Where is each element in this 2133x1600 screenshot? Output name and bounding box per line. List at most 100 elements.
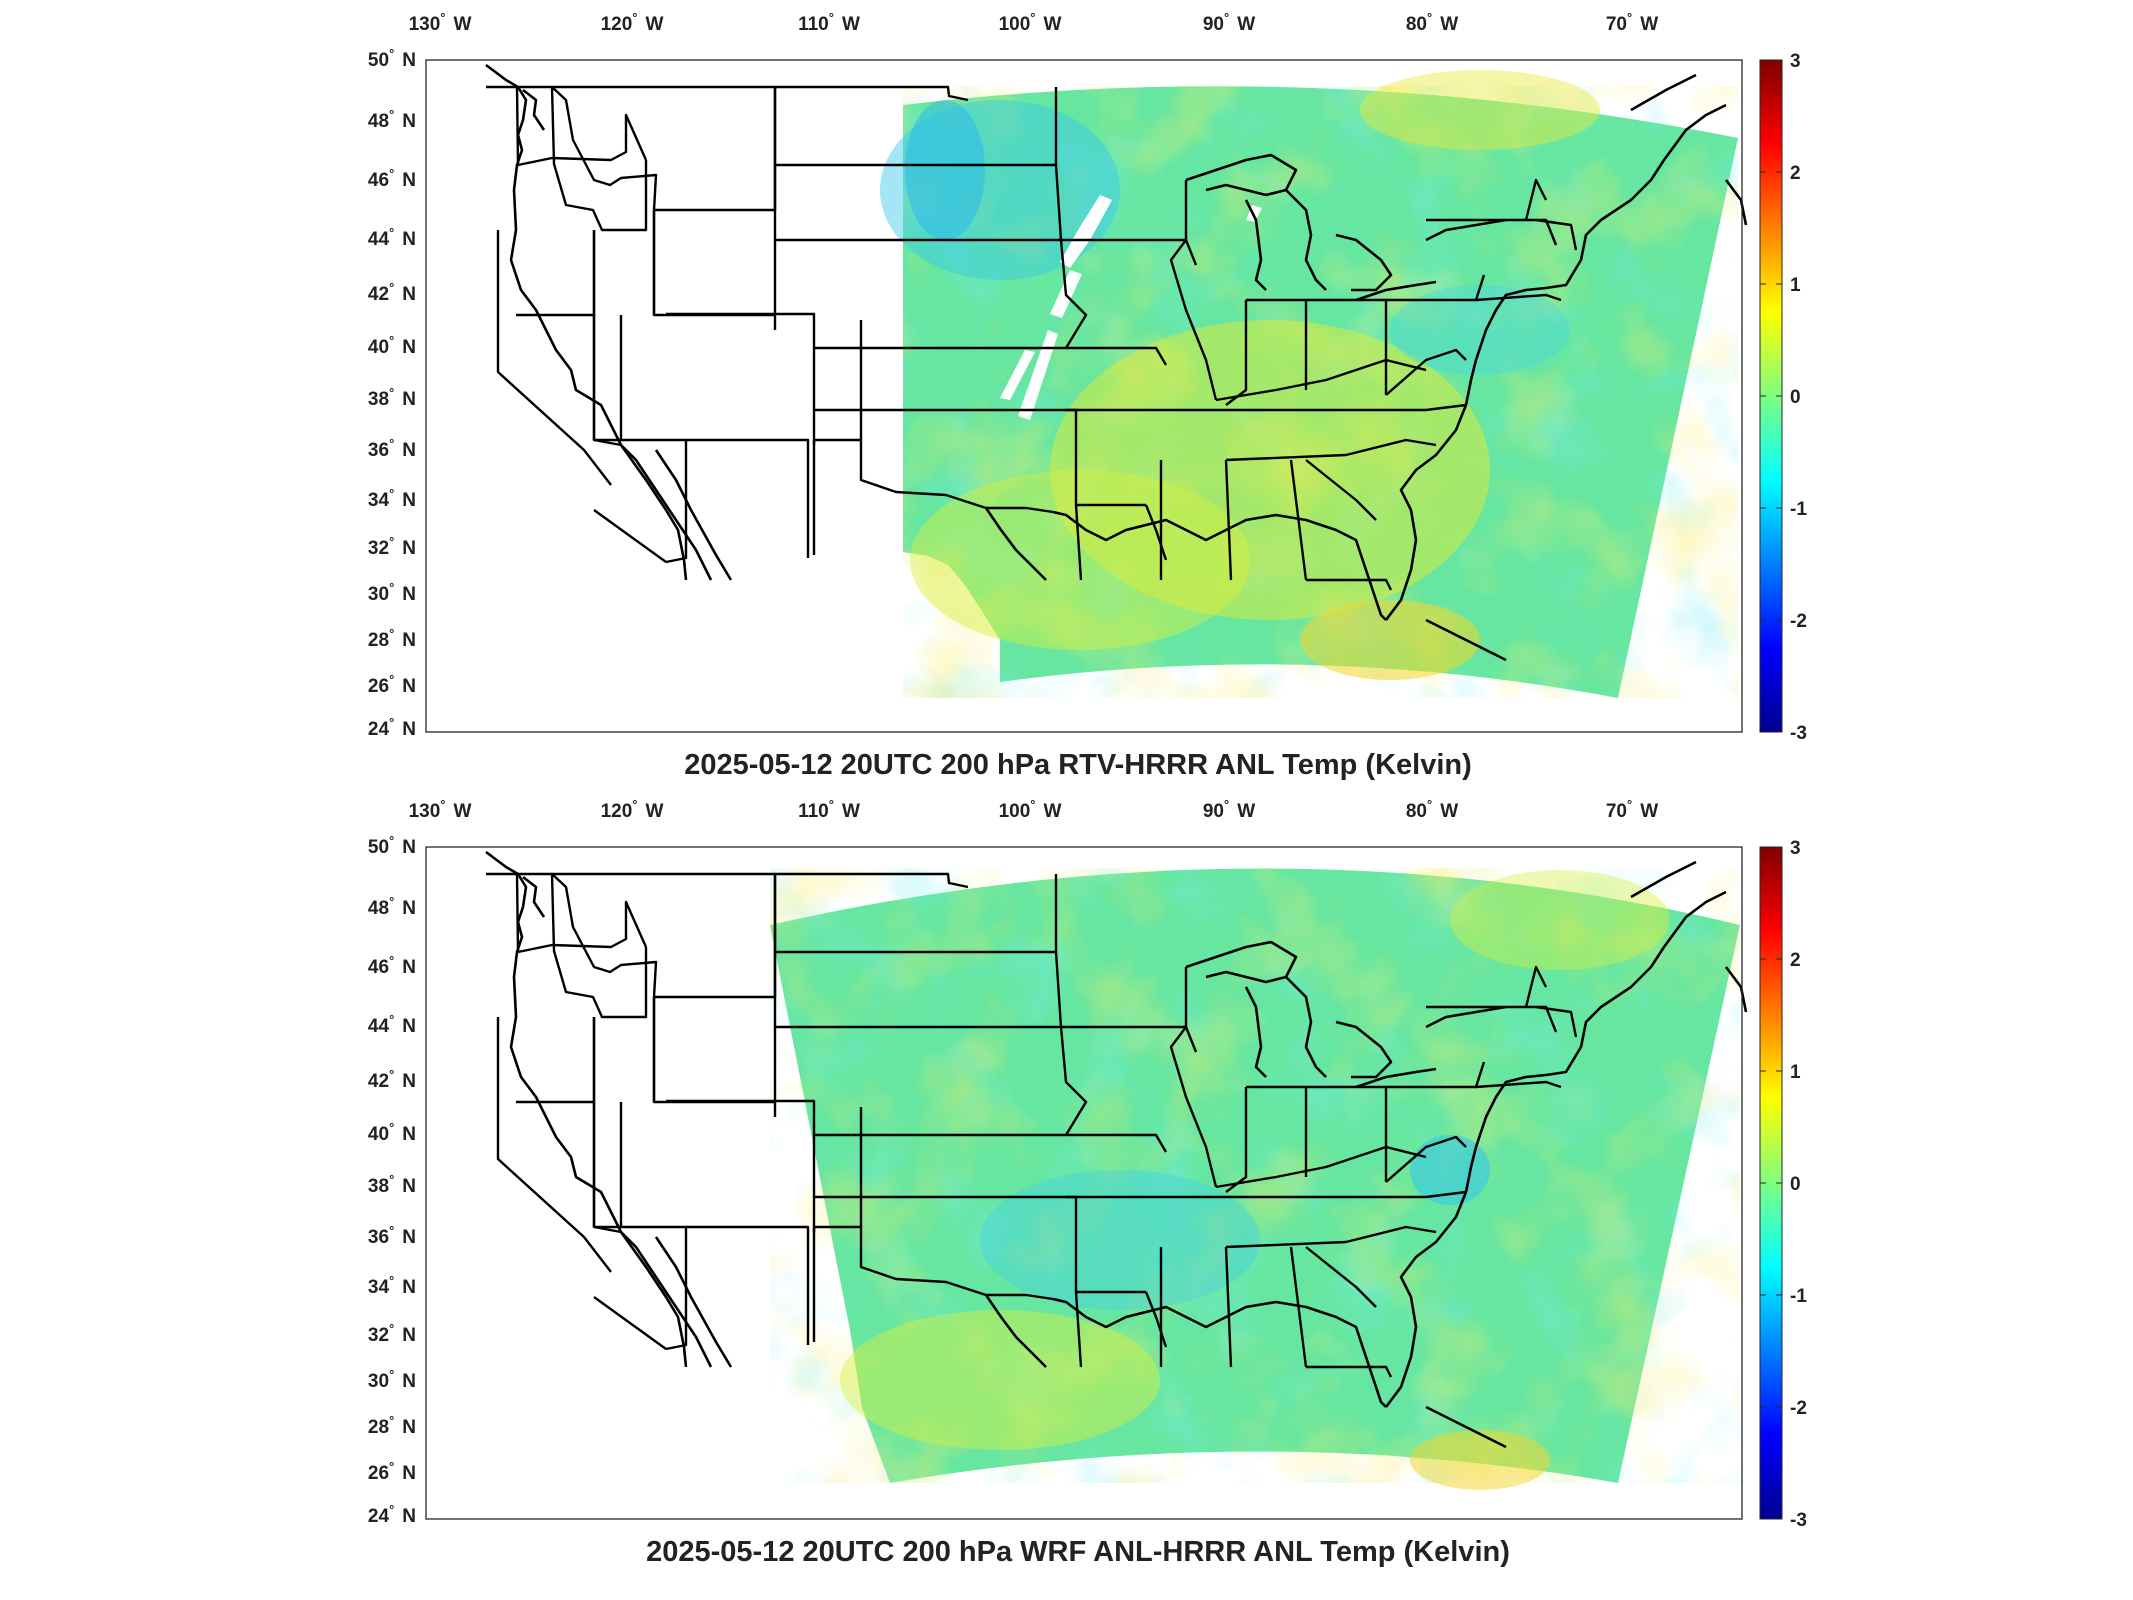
state-border (516, 230, 596, 317)
latitude-hemisphere: N (402, 1506, 416, 1527)
latitude-hemisphere: N (402, 170, 416, 191)
latitude-degree: 48 (368, 898, 389, 919)
map-frame (425, 59, 1743, 733)
state-border (666, 1099, 816, 1232)
degree-symbol: ° (829, 10, 834, 25)
latitude-hemisphere: N (402, 1124, 416, 1145)
state-border (1306, 1365, 1393, 1378)
coastline (522, 88, 546, 131)
degree-symbol: ° (389, 1012, 394, 1027)
latitude-hemisphere: N (402, 111, 416, 132)
state-border (486, 872, 969, 889)
latitude-degree: 40 (368, 1124, 389, 1145)
latitude-label: 44° N (368, 1012, 416, 1037)
coastline (1285, 976, 1327, 1078)
longitude-degree: 120 (601, 14, 633, 35)
latitude-hemisphere: N (402, 1371, 416, 1392)
warm-zone-northeast (1450, 870, 1670, 970)
latitude-hemisphere: N (402, 1417, 416, 1438)
coastline (1630, 73, 1697, 112)
latitude-degree: 26 (368, 1463, 389, 1484)
state-border (652, 997, 775, 1104)
longitude-label: 110° W (798, 797, 860, 822)
longitude-label: 130° W (409, 797, 472, 822)
coastline (1244, 986, 1267, 1078)
degree-symbol: ° (1627, 797, 1632, 812)
latitude-degree: 42 (368, 1071, 389, 1092)
latitude-hemisphere: N (402, 490, 416, 511)
state-border (592, 1102, 622, 1234)
longitude-label: 120° W (601, 797, 664, 822)
latitude-hemisphere: N (402, 1016, 416, 1037)
coastline (620, 444, 713, 581)
latitude-degree: 32 (368, 538, 389, 559)
longitude-hemisphere: W (1440, 14, 1458, 35)
degree-symbol: ° (389, 1367, 394, 1382)
degree-symbol: ° (1030, 10, 1035, 25)
coastline (1052, 510, 1387, 621)
state-border (1144, 504, 1168, 561)
latitude-labels: 50° N48° N46° N44° N42° N40° N38° N36° N34° N32° N… (368, 833, 416, 1527)
state-border (594, 1225, 810, 1345)
state-border (1535, 1005, 1578, 1038)
coastline (1335, 1020, 1393, 1079)
cold-zone-virginia (1410, 1135, 1490, 1205)
coastline (1355, 1067, 1437, 1089)
map-frame (425, 846, 1743, 1520)
degree-symbol: ° (389, 1413, 394, 1428)
warm-zone-florida (1300, 600, 1480, 680)
degree-symbol: ° (389, 1223, 394, 1238)
latitude-degree: 46 (368, 957, 389, 978)
state-border (1225, 300, 1248, 406)
state-border (1345, 1225, 1437, 1244)
coastline (1355, 280, 1437, 302)
latitude-degree: 32 (368, 1325, 389, 1346)
latitude-degree: 24 (368, 1506, 390, 1527)
latitude-degree: 38 (368, 1176, 389, 1197)
latitude-hemisphere: N (402, 1227, 416, 1248)
latitude-hemisphere: N (402, 440, 416, 461)
degree-symbol: ° (389, 1273, 394, 1288)
map-panel-rtv-hrrr: 130° W 120° W 110° W 100° W 90° W 80° W 70° W 50° N48°… (368, 10, 1807, 781)
degree-symbol: ° (389, 1172, 394, 1187)
warm-zone-florida (1410, 1430, 1550, 1490)
state-border (1206, 403, 1467, 412)
degree-symbol: ° (389, 626, 394, 641)
longitude-hemisphere: W (1440, 801, 1458, 822)
state-border (1144, 1291, 1168, 1348)
latitude-hemisphere: N (402, 50, 416, 71)
state-border (1305, 1246, 1377, 1308)
state-border (486, 85, 969, 102)
state-boundaries (486, 872, 1578, 1378)
degree-symbol: ° (389, 953, 394, 968)
latitude-label: 30° N (368, 580, 416, 605)
colorbar-tick-label: 1 (1790, 275, 1801, 296)
coastline (1384, 159, 1666, 621)
latitude-label: 24° N (368, 1502, 416, 1527)
state-border (1215, 1145, 1427, 1189)
longitude-degree: 70 (1606, 14, 1627, 35)
colorbar-tick-label: 3 (1790, 51, 1801, 72)
longitude-hemisphere: W (645, 14, 663, 35)
colorbar-tick-label: 0 (1790, 1174, 1801, 1195)
state-border (1524, 178, 1548, 221)
latitude-label: 38° N (368, 385, 416, 410)
degree-symbol: ° (632, 10, 637, 25)
latitude-degree: 38 (368, 389, 389, 410)
longitude-label: 90° W (1203, 797, 1255, 822)
state-border (1426, 218, 1558, 246)
latitude-degree: 34 (368, 490, 390, 511)
latitude-degree: 50 (368, 837, 389, 858)
latitude-label: 50° N (368, 833, 416, 858)
coastline (1425, 218, 1507, 242)
longitude-degree: 110 (798, 14, 829, 35)
latitude-label: 42° N (368, 1067, 416, 1092)
longitude-degree: 130 (409, 14, 441, 35)
latitude-hemisphere: N (402, 389, 416, 410)
degree-symbol: ° (1427, 797, 1432, 812)
state-border (1066, 1133, 1168, 1153)
coastline (485, 850, 688, 1368)
longitude-hemisphere: W (1043, 801, 1061, 822)
longitude-label: 80° W (1406, 797, 1458, 822)
coastlines (485, 63, 1748, 662)
